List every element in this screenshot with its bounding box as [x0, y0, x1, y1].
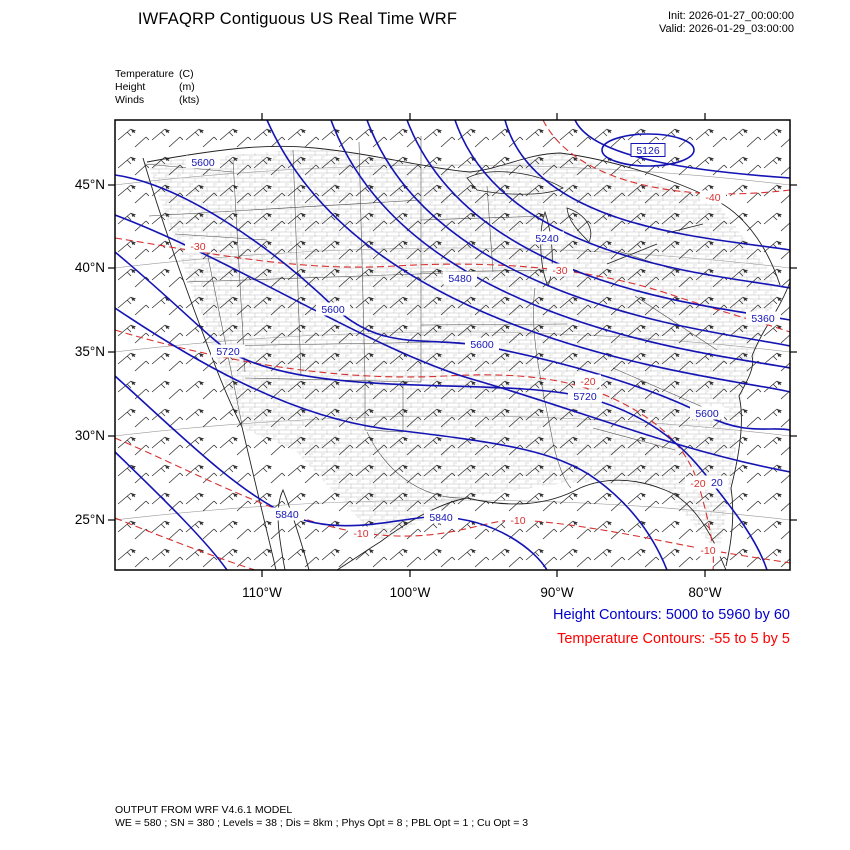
temperature-contours	[115, 120, 790, 570]
height-contour	[115, 214, 790, 473]
legend-temperature-unit: (C)	[179, 68, 194, 80]
legend-winds: Winds (kts)	[115, 94, 199, 107]
legend-winds-name: Winds	[115, 94, 145, 106]
height-contour	[330, 120, 790, 369]
y-tick-30n: 30°N	[74, 428, 105, 443]
svg-text:5126: 5126	[636, 145, 660, 157]
height-contour-label: 5480	[443, 271, 477, 285]
temperature-contour-labels: -40 -30 -30 -20 -20 -10 -10 -10	[185, 190, 726, 557]
height-contour-label: 5600	[186, 155, 220, 169]
page-title: IWFAQRP Contiguous US Real Time WRF	[137, 10, 458, 28]
init-time-label: Init: 2026-01-27_00:00:00	[668, 10, 794, 22]
height-contour	[366, 120, 790, 347]
height-contour-label: 5600	[690, 406, 724, 420]
temperature-contour-label: -20	[575, 374, 601, 388]
temperature-contour-label: -30	[185, 239, 211, 253]
svg-text:5720: 5720	[216, 346, 240, 358]
legend-height-unit: (m)	[179, 81, 195, 93]
svg-text:-30: -30	[552, 265, 567, 277]
height-contour	[115, 307, 668, 570]
svg-text:-40: -40	[705, 192, 720, 204]
svg-text:5360: 5360	[751, 313, 775, 325]
svg-text:5840: 5840	[275, 509, 299, 521]
legend-temperature: Temperature (C)	[115, 68, 199, 81]
temperature-contours-caption: Temperature Contours: -55 to 5 by 5	[557, 631, 790, 647]
y-tick-25n: 25°N	[74, 512, 105, 527]
valid-time-label: Valid: 2026-01-29_03:00:00	[659, 23, 794, 35]
temp-contour	[115, 237, 790, 333]
height-contour-label: 5600	[316, 302, 350, 316]
temp-contour	[115, 437, 790, 564]
svg-text:-30: -30	[190, 241, 205, 253]
map-frame	[114, 119, 791, 571]
temp-contour	[542, 120, 790, 195]
height-contour	[115, 375, 548, 570]
svg-text:-10: -10	[700, 545, 715, 557]
height-contour-labels: 5600 5126 5240 5480 5360 5600 5600 5600 …	[186, 143, 780, 524]
svg-text:5720: 5720	[573, 391, 597, 403]
legend-height: Height (m)	[115, 81, 199, 94]
height-contour-label: 5720	[568, 389, 602, 403]
field-legend: Temperature (C) Height (m) Winds (kts)	[115, 68, 199, 107]
svg-text:5480: 5480	[448, 273, 472, 285]
height-contour-label: 5840	[424, 510, 458, 524]
temperature-contour-label: -10	[505, 513, 531, 527]
axis-ticks	[108, 113, 797, 577]
height-contour-label: 5600	[465, 337, 499, 351]
height-contour	[454, 120, 790, 289]
footer-config-line: WE = 580 ; SN = 380 ; Levels = 38 ; Dis …	[115, 817, 529, 829]
height-contour	[115, 451, 228, 570]
legend-height-name: Height	[115, 81, 146, 93]
low-center-label: 5126	[630, 143, 666, 157]
height-contour	[115, 251, 768, 570]
svg-text:-10: -10	[510, 515, 525, 527]
footer-model-line: OUTPUT FROM WRF V4.6.1 MODEL	[115, 804, 293, 816]
svg-text:5600: 5600	[695, 408, 719, 420]
x-tick-90w: 90°W	[540, 585, 574, 600]
height-contour	[574, 120, 790, 179]
legend-winds-unit: (kts)	[179, 94, 200, 106]
y-tick-45n: 45°N	[74, 177, 105, 192]
x-tick-110w: 110°W	[242, 585, 282, 600]
height-contour-low	[601, 133, 695, 167]
height-contour	[266, 120, 790, 393]
svg-text:5600: 5600	[321, 304, 345, 316]
map-content: 5600 5126 5240 5480 5360 5600 5600 5600 …	[115, 120, 790, 570]
temperature-contour-label: -10	[348, 526, 374, 540]
temperature-contour-label: -40	[700, 190, 726, 204]
height-contours-caption: Height Contours: 5000 to 5960 by 60	[553, 607, 790, 623]
x-tick-100w: 100°W	[389, 585, 431, 600]
temp-contour	[115, 517, 256, 570]
temperature-contour-label: -20	[685, 476, 711, 490]
y-tick-40n: 40°N	[74, 260, 105, 275]
height-contour-label: 5720	[211, 344, 245, 358]
svg-text:5240: 5240	[535, 233, 559, 245]
x-tick-80w: 80°W	[688, 585, 722, 600]
svg-text:-20: -20	[580, 376, 595, 388]
height-contour-label: 5840	[270, 507, 304, 521]
run-times: Init: 2026-01-27_00:00:00 Valid: 2026-01…	[659, 10, 794, 36]
temperature-contour-label: -10	[695, 543, 721, 557]
svg-text:5600: 5600	[470, 339, 494, 351]
temp-contour	[115, 329, 714, 570]
svg-text:5840: 5840	[429, 512, 453, 524]
svg-text:-10: -10	[353, 528, 368, 540]
height-contour-label: 5240	[530, 231, 564, 245]
svg-text:-20: -20	[690, 478, 705, 490]
svg-text:5600: 5600	[191, 157, 215, 169]
height-contour	[504, 120, 790, 251]
temperature-contour-label: -30	[547, 263, 573, 277]
height-contour-label: 5360	[746, 311, 780, 325]
y-tick-35n: 35°N	[74, 344, 105, 359]
weather-map-figure: 5600 5126 5240 5480 5360 5600 5600 5600 …	[108, 113, 797, 577]
legend-temperature-name: Temperature	[115, 68, 174, 80]
